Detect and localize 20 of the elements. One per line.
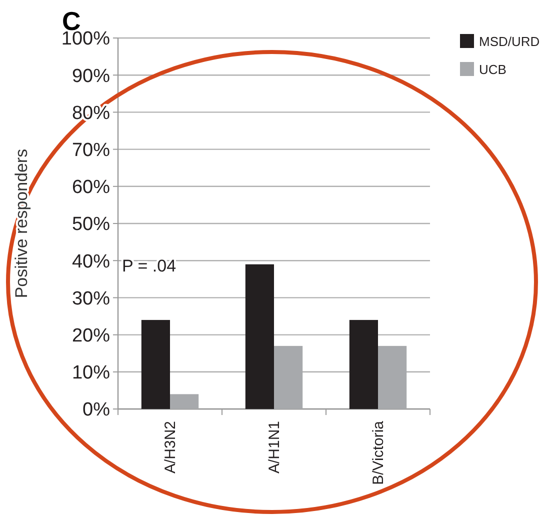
y-tick-label: 40% [72, 251, 110, 272]
legend-label: MSD/URD [479, 34, 540, 49]
bar [349, 320, 378, 409]
y-tick-label: 50% [72, 214, 110, 236]
y-tick-label: 0% [82, 400, 110, 421]
bar [170, 394, 199, 409]
x-tick-label: A/H3N2 [162, 421, 179, 474]
x-tick-label: A/H1N1 [266, 421, 283, 474]
y-tick-label: 10% [72, 362, 110, 384]
y-tick-label: 70% [72, 140, 110, 161]
bar [141, 320, 170, 409]
x-tick-label: B/Victoria [370, 420, 387, 485]
y-tick-label: 60% [72, 177, 110, 198]
legend-label: UCB [479, 62, 506, 77]
annotation: P = .04 [122, 256, 176, 276]
y-tick-label: 90% [72, 66, 110, 87]
bar [245, 264, 274, 409]
y-tick-label: 20% [72, 325, 110, 346]
y-tick-label: 30% [72, 288, 110, 310]
y-axis-title: Positive responders [12, 148, 31, 298]
